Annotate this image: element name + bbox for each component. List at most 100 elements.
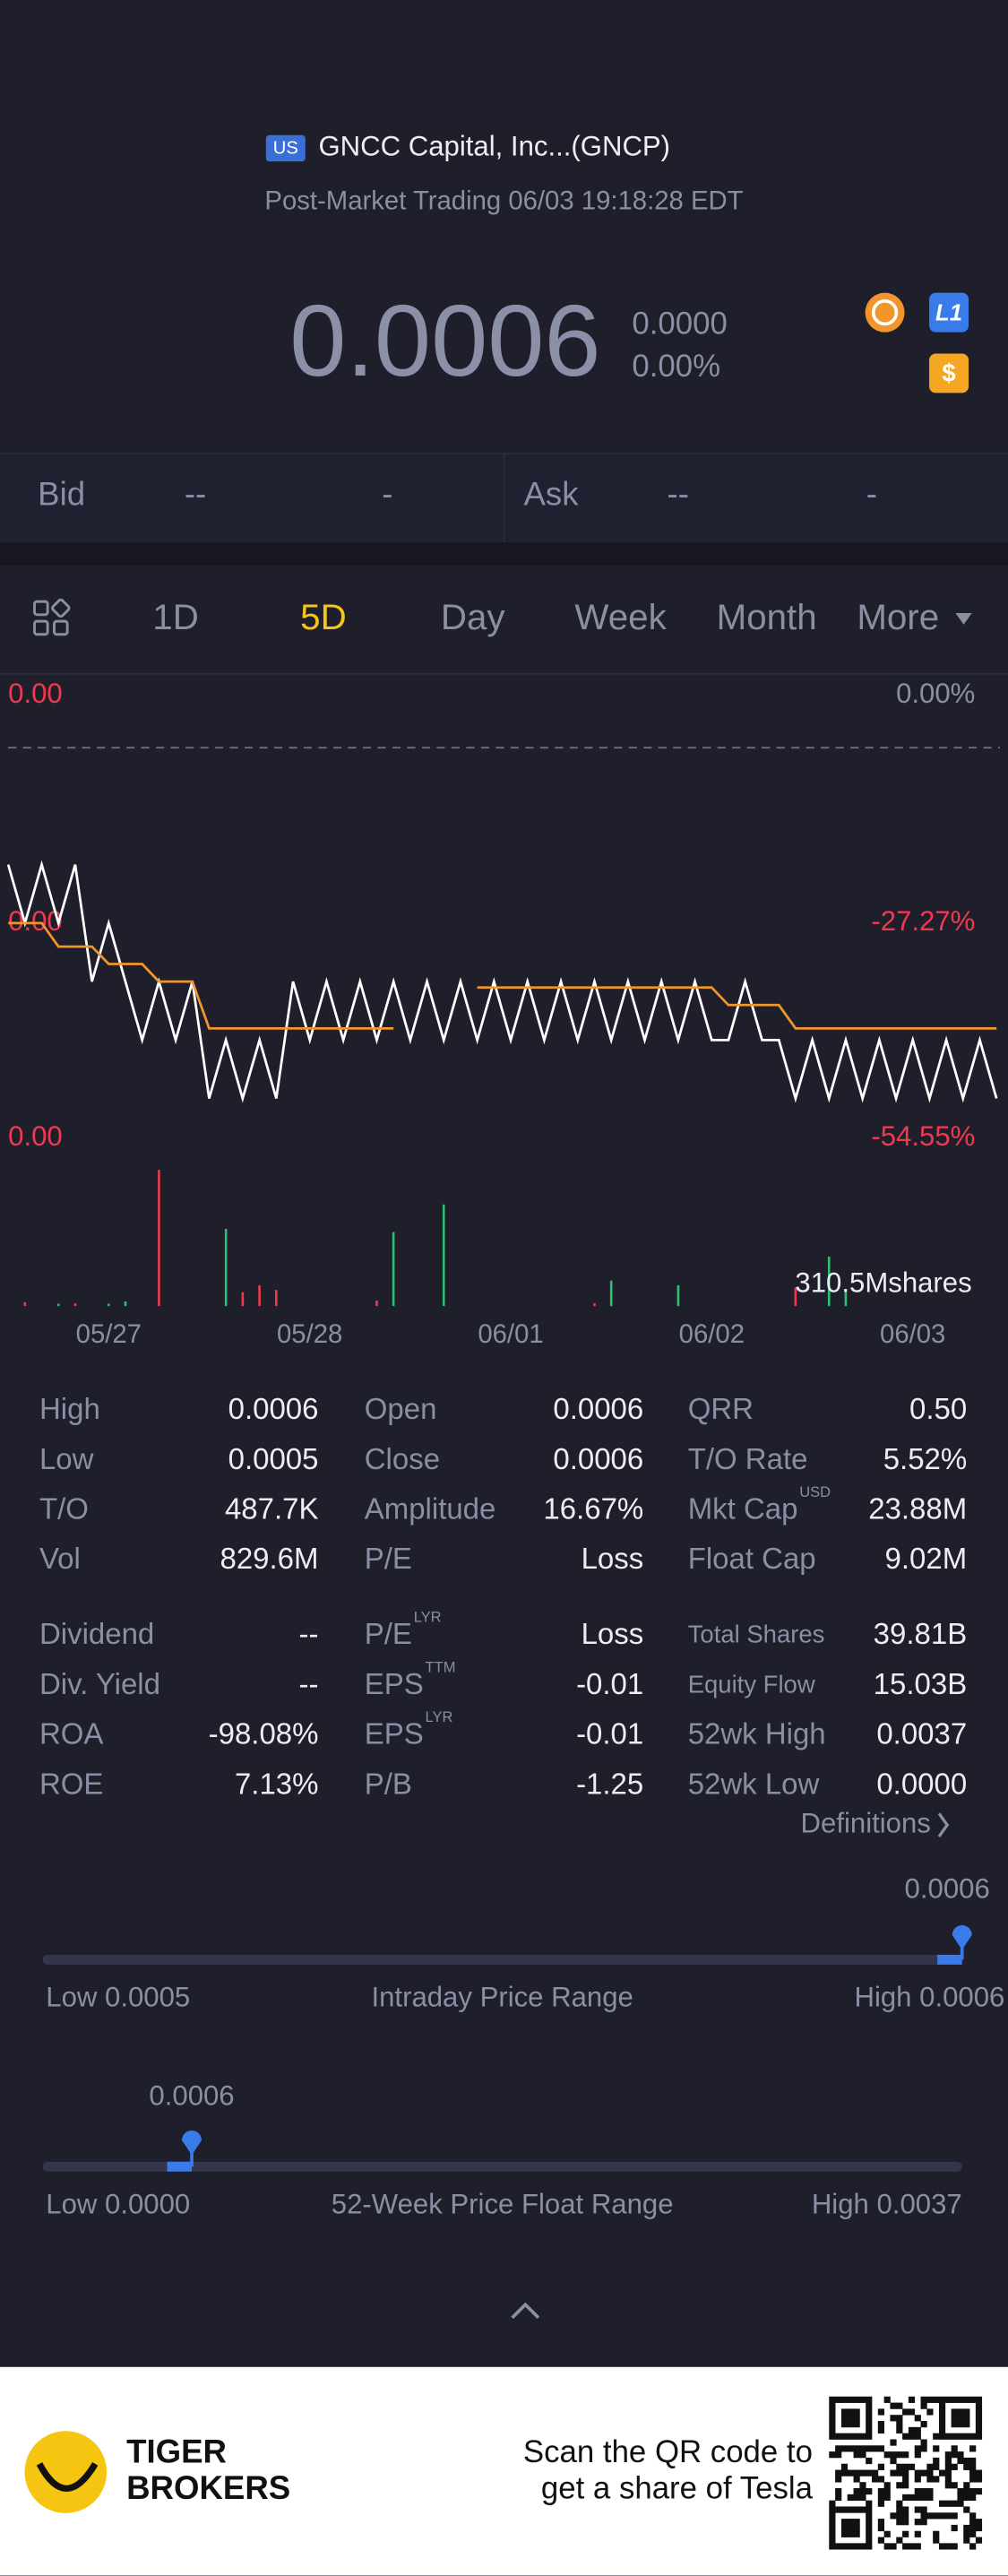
qr-cell xyxy=(938,2512,946,2520)
stat-label: High xyxy=(39,1392,100,1425)
qr-cell xyxy=(969,2476,977,2483)
market-badge xyxy=(265,134,306,162)
stat-label: Amplitude xyxy=(365,1492,496,1526)
volume-bar xyxy=(258,1284,261,1307)
qr-cell xyxy=(847,2415,854,2422)
qr-cell xyxy=(866,2469,873,2477)
qr-cell xyxy=(908,2396,916,2403)
grid-icon[interactable] xyxy=(33,598,71,636)
qr-cell xyxy=(933,2457,940,2465)
qr-code xyxy=(829,2396,983,2550)
qr-cell xyxy=(840,2421,849,2428)
qr-cell xyxy=(890,2469,897,2477)
volume-bar xyxy=(56,1303,60,1307)
stat-label: Open xyxy=(365,1392,437,1425)
qr-cell xyxy=(969,2463,977,2470)
qr-cell xyxy=(877,2488,884,2495)
qr-cell xyxy=(829,2530,836,2537)
qr-cell xyxy=(963,2396,970,2403)
tab[interactable]: 5D xyxy=(300,597,347,637)
qr-cell xyxy=(975,2476,983,2483)
tab[interactable]: Month xyxy=(717,597,817,637)
stat-value: 0.0037 xyxy=(876,1717,967,1750)
qr-cell xyxy=(877,2426,884,2434)
stat-label: EPS xyxy=(365,1717,424,1750)
qr-cell xyxy=(896,2426,903,2434)
level-badge: L1 xyxy=(935,300,962,325)
qr-cell xyxy=(853,2445,860,2452)
qr-cell xyxy=(847,2421,854,2428)
qr-cell xyxy=(859,2445,866,2452)
qr-cell xyxy=(908,2408,916,2416)
qr-cell xyxy=(890,2402,897,2409)
qr-cell xyxy=(951,2408,958,2416)
qr-cell xyxy=(829,2451,836,2459)
qr-cell xyxy=(840,2519,849,2526)
qr-cell xyxy=(920,2402,927,2409)
qr-cell xyxy=(938,2500,946,2507)
qr-cell xyxy=(920,2469,927,2477)
qr-cell xyxy=(835,2469,842,2477)
stat-label: Total Shares xyxy=(688,1621,825,1648)
tab[interactable]: Week xyxy=(574,597,667,637)
qr-cell xyxy=(975,2469,983,2477)
qr-cell xyxy=(914,2451,921,2459)
stat-label: T/O Rate xyxy=(688,1442,808,1475)
stat-value: 39.81B xyxy=(874,1617,968,1650)
stat-value: -0.01 xyxy=(576,1667,643,1700)
range-title: Intraday Price Range xyxy=(371,1982,633,2013)
stat-value: 23.88M xyxy=(868,1492,967,1526)
volume-bar xyxy=(158,1170,160,1307)
qr-cell xyxy=(896,2469,903,2477)
bid-ask-bid-label: Bid xyxy=(38,476,85,513)
stat-label: 52wk High xyxy=(688,1717,826,1750)
qr-cell xyxy=(969,2543,977,2550)
stat-label: Low xyxy=(39,1442,94,1475)
range-track xyxy=(42,2161,962,2172)
qr-cell xyxy=(920,2512,927,2520)
tab[interactable]: Day xyxy=(441,597,506,637)
more-arrow[interactable] xyxy=(955,612,972,625)
qr-cell xyxy=(835,2488,842,2495)
collapse-arrow[interactable] xyxy=(511,2302,540,2320)
qr-cell xyxy=(969,2433,977,2440)
definitions-link[interactable]: Definitions xyxy=(801,1807,931,1838)
chevron[interactable] xyxy=(937,1812,950,1837)
range-fill xyxy=(937,1954,962,1965)
tab[interactable]: More xyxy=(857,597,939,637)
qr-cell xyxy=(853,2469,860,2477)
qr-cell xyxy=(829,2537,836,2544)
tab[interactable]: 1D xyxy=(152,597,199,637)
qr-cell xyxy=(853,2396,860,2403)
qr-cell xyxy=(908,2543,916,2550)
qr-cell xyxy=(975,2537,983,2544)
qr-cell xyxy=(829,2426,836,2434)
qr-cell xyxy=(969,2488,977,2495)
qr-cell xyxy=(969,2445,977,2452)
qr-cell xyxy=(951,2500,958,2507)
qr-cell xyxy=(877,2408,884,2416)
qr-cell xyxy=(890,2543,897,2550)
qr-cell xyxy=(957,2500,964,2507)
qr-cell xyxy=(829,2408,836,2416)
qr-cell xyxy=(944,2512,952,2520)
stat-value: 487.7K xyxy=(225,1492,319,1526)
cta: Scan the QR code to xyxy=(523,2434,813,2469)
brand: BROKERS xyxy=(126,2469,290,2506)
y-tick-label: -27.27% xyxy=(871,905,975,937)
volume-bar xyxy=(241,1292,245,1307)
stat-value: 15.03B xyxy=(874,1667,968,1700)
price-change-pct: 0.00% xyxy=(632,349,720,384)
qr-cell xyxy=(847,2519,854,2526)
qr-cell xyxy=(853,2543,860,2550)
stat-label: T/O xyxy=(39,1492,89,1526)
qr-cell xyxy=(847,2506,854,2513)
stat-label: Dividend xyxy=(39,1617,154,1650)
stat-label: P/E xyxy=(365,1617,412,1650)
qr-cell xyxy=(969,2457,977,2465)
stat-value: -- xyxy=(298,1617,318,1650)
stat-value: 0.0006 xyxy=(553,1392,643,1425)
x-tick-label: 06/01 xyxy=(478,1319,543,1349)
qr-cell xyxy=(883,2494,891,2502)
